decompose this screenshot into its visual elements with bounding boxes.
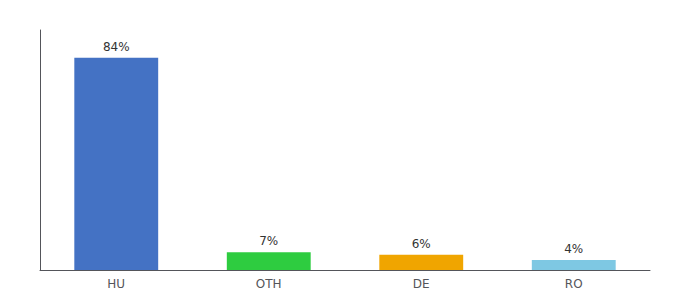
- svg-text:7%: 7%: [259, 234, 278, 248]
- svg-text:DE: DE: [413, 277, 430, 291]
- svg-text:4%: 4%: [564, 242, 583, 256]
- svg-text:HU: HU: [107, 277, 125, 291]
- svg-text:84%: 84%: [103, 40, 130, 54]
- svg-text:RO: RO: [565, 277, 583, 291]
- svg-text:6%: 6%: [412, 237, 431, 251]
- svg-text:OTH: OTH: [256, 277, 282, 291]
